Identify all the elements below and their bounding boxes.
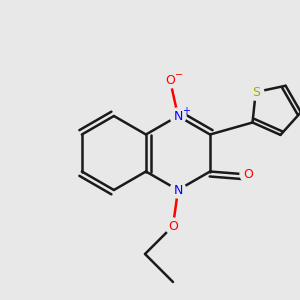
Text: O: O [168, 220, 178, 232]
Ellipse shape [240, 167, 256, 182]
Text: N: N [173, 110, 183, 122]
Ellipse shape [248, 84, 264, 100]
Text: O: O [165, 74, 175, 86]
Text: O: O [243, 168, 253, 181]
Ellipse shape [165, 218, 181, 234]
Ellipse shape [170, 108, 186, 124]
Ellipse shape [170, 182, 186, 198]
Ellipse shape [162, 72, 178, 88]
Text: N: N [173, 184, 183, 196]
Text: −: − [175, 70, 183, 80]
Text: S: S [252, 85, 260, 99]
Text: +: + [182, 106, 190, 116]
